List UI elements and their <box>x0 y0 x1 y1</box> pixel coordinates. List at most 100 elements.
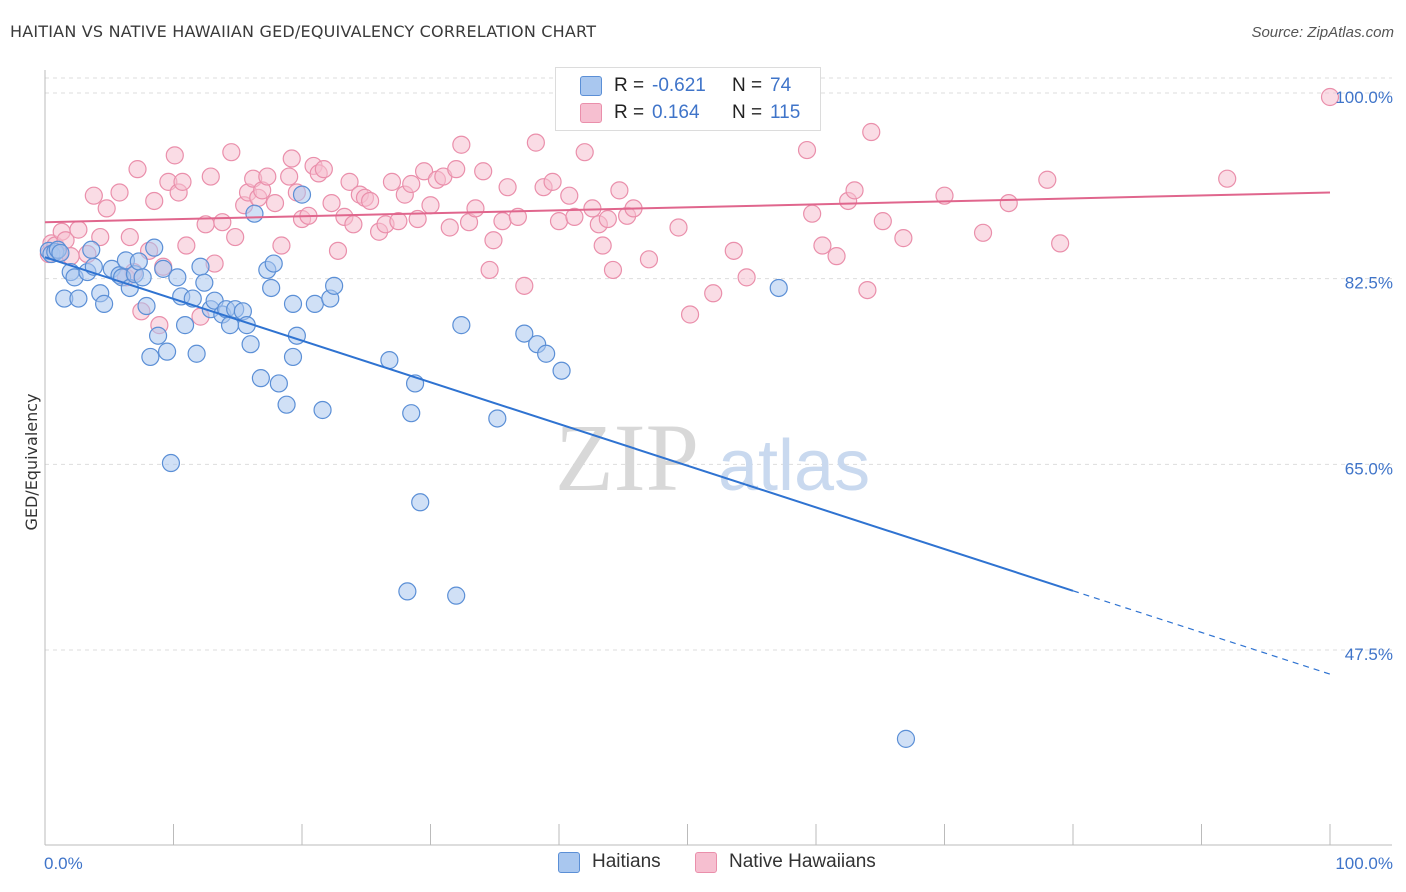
y-axis-label: GED/Equivalency <box>22 393 41 530</box>
haitian-point <box>402 404 421 423</box>
legend-label-haitians: Haitians <box>592 851 661 872</box>
chart-title: HAITIAN VS NATIVE HAWAIIAN GED/EQUIVALEN… <box>10 22 597 41</box>
haitian-point <box>283 347 303 367</box>
gridlines <box>45 77 1392 651</box>
watermark: ZIP atlas <box>555 404 870 511</box>
native-hawaiian-point <box>862 122 881 142</box>
legend-n-label: N = <box>732 75 763 96</box>
native-hawaiian-point <box>680 305 700 324</box>
haitian-point <box>168 268 187 287</box>
haitian-point <box>154 259 173 278</box>
native-hawaiian-point <box>213 213 232 232</box>
haitian-point <box>313 400 332 420</box>
native-hawaiian-point <box>484 231 503 250</box>
haitian-point <box>148 326 168 345</box>
native-hawaiian-point <box>610 181 629 200</box>
native-hawaiian-point <box>803 204 822 223</box>
x-tick-label: 0.0% <box>44 854 83 873</box>
native-hawaiian-point <box>402 174 421 194</box>
haitian-point <box>187 344 206 363</box>
native-hawaiian-point <box>1038 170 1057 189</box>
haitian-point <box>515 324 534 343</box>
watermark-atlas: atlas <box>718 426 870 506</box>
native-hawaiian-point <box>382 172 402 191</box>
native-hawaiian-point <box>593 236 612 255</box>
native-hawaiian-point <box>999 193 1018 213</box>
native-hawaiian-point <box>797 140 817 160</box>
native-hawaiian-point <box>201 167 220 186</box>
y-tick-label: 65.0% <box>1345 459 1393 478</box>
haitian-point <box>157 342 177 361</box>
haitian-point <box>241 335 260 354</box>
native-hawaiian-point <box>935 186 954 205</box>
correlation-legend: R = -0.621 N = 74 R = 0.164 N = 115 <box>555 67 821 131</box>
series-haitians <box>39 185 916 748</box>
haitian-point <box>129 252 148 271</box>
native-hawaiian-point <box>314 160 333 179</box>
legend-r-value-native-hawaiians: 0.164 <box>652 102 700 123</box>
native-hawaiian-point <box>91 227 110 247</box>
native-hawaiian-point <box>1218 169 1237 188</box>
native-hawaiian-point <box>282 149 301 168</box>
y-tick-label: 47.5% <box>1345 645 1393 664</box>
native-hawaiian-point <box>84 186 103 205</box>
native-hawaiian-point <box>493 212 512 231</box>
native-hawaiian-point <box>69 220 88 239</box>
native-hawaiian-point <box>165 146 184 165</box>
native-hawaiian-point <box>515 276 534 295</box>
native-hawaiian-point <box>265 193 285 213</box>
haitian-point <box>145 238 164 257</box>
haitian-point <box>277 395 296 414</box>
tick-labels: 47.5% 65.0% 82.5% 100.0% 0.0% 100.0% <box>44 88 1393 873</box>
native-hawaiian-point <box>222 143 241 162</box>
native-hawaiian-point <box>474 162 493 181</box>
trendlines <box>44 191 1331 675</box>
legend-swatch-native-hawaiians <box>580 103 602 123</box>
native-hawaiian-point <box>565 207 584 226</box>
haitians-trendline-extension <box>1072 590 1331 675</box>
native-hawaiian-point <box>549 212 569 231</box>
native-hawaiian-point <box>128 160 147 179</box>
haitian-point <box>195 273 214 292</box>
legend-item-native-hawaiians[interactable]: Native Hawaiians <box>695 851 876 873</box>
haitian-point <box>488 409 507 428</box>
native-hawaiian-point <box>226 227 245 247</box>
legend-n-value-haitians: 74 <box>770 75 792 96</box>
haitian-point <box>264 254 283 273</box>
native-hawaiian-point <box>414 162 434 181</box>
legend-row-haitians: R = -0.621 N = 74 <box>580 73 791 99</box>
native-hawaiian-point <box>361 191 380 211</box>
haitian-point <box>251 369 270 388</box>
native-hawaiian-point <box>120 227 139 247</box>
native-hawaiian-point <box>344 215 363 234</box>
native-hawaiian-point <box>145 191 164 211</box>
native-hawaiian-point <box>603 260 623 280</box>
native-hawaiian-point <box>1320 87 1340 107</box>
haitian-point <box>283 294 303 313</box>
native-hawaiian-point <box>447 160 466 179</box>
haitian-point <box>82 240 101 259</box>
legend-item-haitians[interactable]: Haitians <box>558 851 661 873</box>
haitian-point <box>175 316 195 335</box>
haitian-point <box>269 374 288 393</box>
haitian-point <box>292 185 312 204</box>
haitian-point <box>896 729 916 748</box>
legend-n-label: N = <box>732 102 763 123</box>
native-hawaiian-point <box>110 183 129 202</box>
native-hawaiian-point <box>328 241 348 260</box>
haitian-point <box>537 344 556 363</box>
haitian-point <box>95 294 114 313</box>
native-hawaiian-point <box>704 284 723 303</box>
native-hawaiian-point <box>177 236 196 255</box>
native-hawaiian-point <box>1051 234 1070 253</box>
native-hawaiian-point <box>598 209 617 229</box>
legend-r-label: R = <box>614 75 645 96</box>
haitian-point <box>411 493 430 512</box>
haitian-point <box>245 204 264 223</box>
haitian-point <box>398 582 417 601</box>
legend-swatch-haitians <box>580 76 602 96</box>
y-tick-label: 82.5% <box>1345 274 1393 293</box>
haitian-point <box>161 453 181 473</box>
haitian-point <box>133 268 152 287</box>
